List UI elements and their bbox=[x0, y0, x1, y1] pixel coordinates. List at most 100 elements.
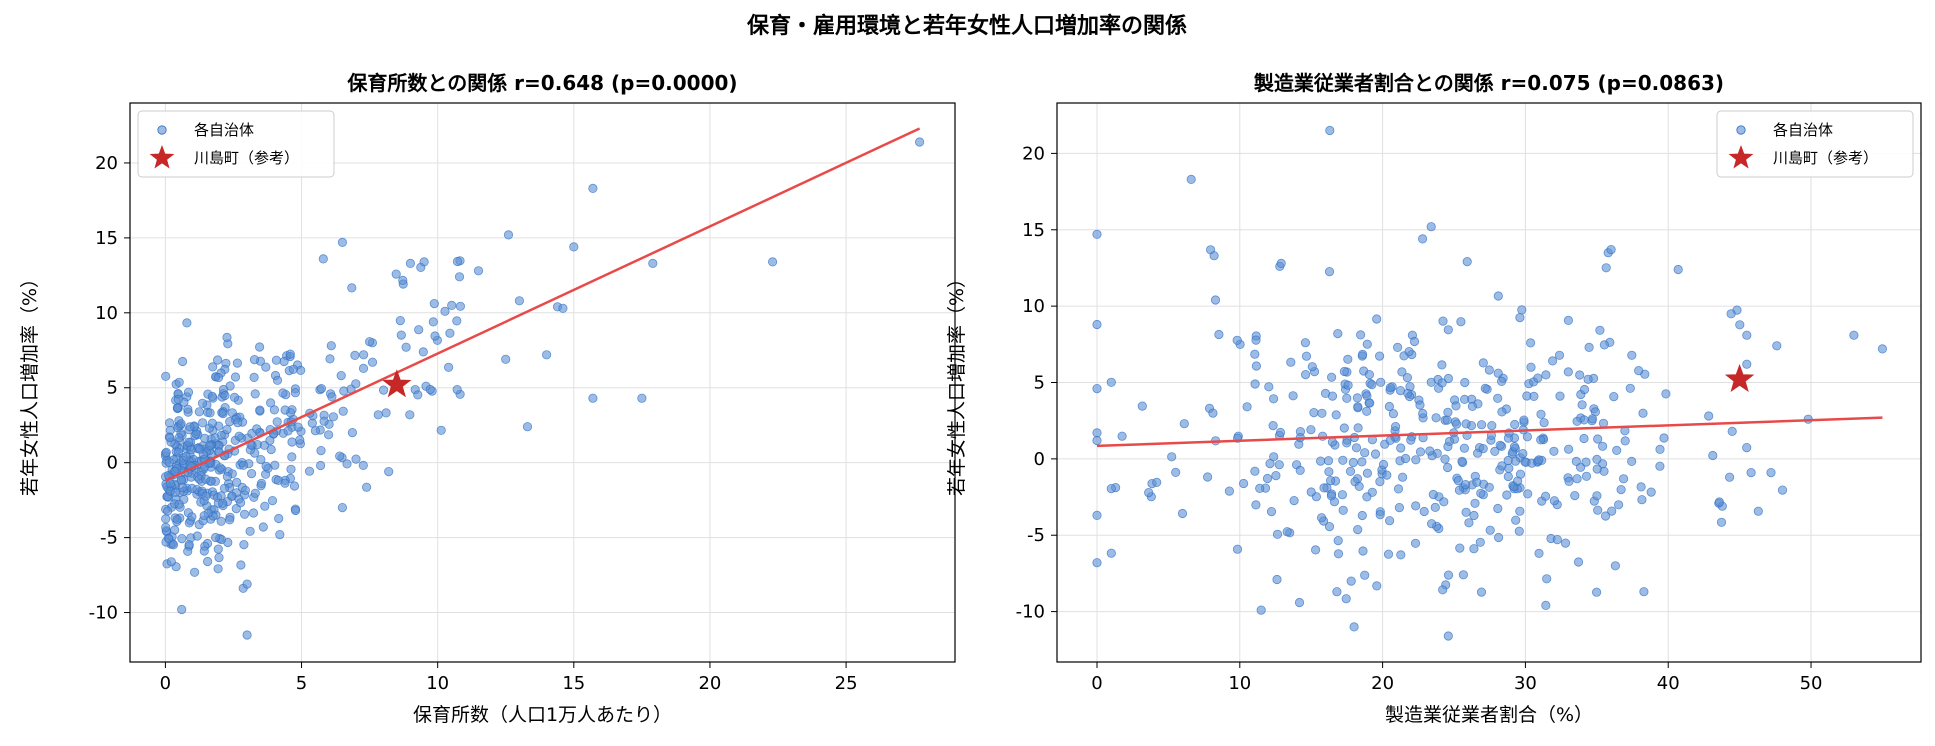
y-tick-label: 5 bbox=[107, 378, 118, 399]
data-point bbox=[181, 452, 191, 462]
data-point bbox=[1570, 490, 1580, 501]
data-point bbox=[271, 355, 281, 365]
data-point bbox=[165, 433, 175, 443]
data-point bbox=[171, 487, 181, 497]
data-point bbox=[1410, 538, 1421, 548]
data-point bbox=[414, 325, 424, 335]
data-point bbox=[347, 427, 357, 438]
data-point bbox=[316, 445, 326, 456]
data-point bbox=[1541, 491, 1551, 501]
data-point bbox=[236, 560, 246, 570]
data-point bbox=[319, 416, 329, 426]
data-point bbox=[1425, 446, 1435, 456]
data-point bbox=[183, 387, 194, 397]
data-point bbox=[183, 404, 193, 414]
data-point bbox=[287, 452, 297, 462]
highlight-star bbox=[1724, 363, 1755, 392]
data-point bbox=[1333, 549, 1344, 559]
data-point bbox=[1587, 414, 1598, 424]
data-point bbox=[1106, 483, 1116, 494]
data-point bbox=[1493, 503, 1503, 514]
data-point bbox=[342, 459, 352, 469]
data-point bbox=[174, 433, 184, 443]
data-point bbox=[203, 556, 213, 567]
data-point bbox=[1318, 431, 1328, 441]
data-point bbox=[367, 357, 378, 367]
data-point bbox=[1372, 581, 1382, 591]
data-point bbox=[164, 457, 174, 467]
data-point bbox=[265, 435, 275, 446]
data-point bbox=[1353, 524, 1363, 535]
data-point bbox=[541, 350, 552, 360]
data-point bbox=[272, 375, 283, 385]
data-point bbox=[1515, 312, 1525, 323]
data-point bbox=[452, 316, 462, 326]
data-point bbox=[242, 630, 252, 640]
data-point bbox=[199, 546, 209, 556]
data-point bbox=[1457, 456, 1467, 466]
data-point bbox=[1614, 500, 1624, 510]
data-point bbox=[195, 444, 205, 454]
data-point bbox=[473, 266, 484, 276]
data-point bbox=[1144, 487, 1154, 498]
data-point bbox=[290, 388, 300, 398]
data-point bbox=[454, 272, 465, 282]
data-point bbox=[1673, 264, 1683, 275]
data-point bbox=[1327, 372, 1337, 382]
data-point bbox=[236, 498, 246, 508]
data-point bbox=[1877, 344, 1888, 354]
data-point bbox=[1264, 382, 1274, 392]
data-point bbox=[1467, 401, 1478, 411]
data-point bbox=[269, 405, 279, 415]
data-point bbox=[1627, 350, 1637, 360]
data-point bbox=[1343, 380, 1353, 390]
data-point bbox=[1480, 383, 1490, 393]
data-point bbox=[1714, 497, 1725, 507]
x-tick-label: 10 bbox=[1228, 673, 1251, 694]
data-point bbox=[1251, 335, 1261, 345]
data-point bbox=[1317, 408, 1327, 418]
data-point bbox=[163, 506, 173, 516]
data-point bbox=[1772, 341, 1782, 351]
data-point bbox=[265, 398, 276, 408]
data-point bbox=[201, 474, 211, 484]
data-point bbox=[419, 257, 429, 267]
data-point bbox=[1383, 549, 1394, 559]
data-point bbox=[1542, 574, 1552, 584]
data-point bbox=[285, 349, 295, 359]
data-point bbox=[1402, 372, 1413, 383]
data-point bbox=[1415, 400, 1425, 410]
data-point bbox=[1411, 501, 1421, 511]
data-point bbox=[1106, 548, 1116, 558]
data-point bbox=[1573, 557, 1584, 567]
panel-title: 製造業従業者割合との関係 r=0.075 (p=0.0863) bbox=[1254, 71, 1724, 95]
data-point bbox=[1612, 445, 1622, 455]
data-point bbox=[452, 384, 462, 395]
data-point bbox=[1526, 362, 1536, 372]
data-point bbox=[1364, 369, 1375, 380]
data-point bbox=[1595, 325, 1605, 335]
data-point bbox=[1325, 125, 1335, 136]
data-point bbox=[1092, 319, 1102, 330]
data-point bbox=[1444, 436, 1455, 446]
data-point bbox=[1560, 538, 1571, 548]
data-point bbox=[1534, 455, 1544, 465]
data-point bbox=[205, 408, 215, 418]
data-point bbox=[1251, 361, 1262, 371]
data-point bbox=[1477, 420, 1487, 430]
data-point bbox=[326, 341, 336, 351]
data-point bbox=[177, 533, 187, 544]
data-point bbox=[1487, 420, 1497, 431]
data-point bbox=[1522, 432, 1533, 442]
data-point bbox=[1427, 519, 1437, 529]
data-point bbox=[233, 418, 243, 428]
data-point bbox=[1426, 222, 1436, 232]
data-point bbox=[1592, 491, 1602, 501]
data-point bbox=[213, 544, 223, 554]
data-point bbox=[1440, 454, 1450, 464]
data-point bbox=[1485, 525, 1495, 535]
data-point bbox=[1443, 325, 1453, 335]
data-point bbox=[240, 485, 250, 495]
data-point bbox=[1627, 456, 1637, 466]
